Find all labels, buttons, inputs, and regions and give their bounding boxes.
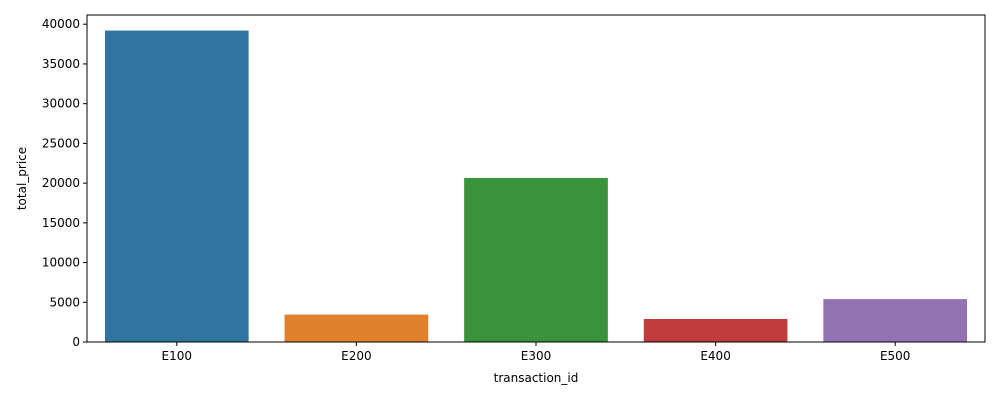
- y-tick-label: 20000: [42, 176, 80, 190]
- x-tick-label: E500: [880, 349, 911, 363]
- bar-e500: [823, 299, 968, 342]
- bar-e400: [643, 318, 788, 342]
- y-tick-label: 0: [72, 335, 80, 349]
- plot-frame: [86, 14, 986, 343]
- y-tick-label: 5000: [49, 295, 80, 309]
- x-tick-label: E100: [162, 349, 193, 363]
- y-tick-label: 40000: [42, 17, 80, 31]
- y-axis-ticks: 0 5000 10000 15000 20000 25000 30000 35000 40000: [42, 17, 87, 349]
- bar-e300: [464, 177, 608, 342]
- y-tick-label: 15000: [42, 216, 80, 230]
- y-tick-label: 10000: [42, 256, 80, 270]
- y-tick-label: 35000: [42, 57, 80, 71]
- x-axis-ticks: E100 E200 E300 E400 E500: [162, 342, 911, 363]
- bar-e100: [104, 30, 249, 342]
- x-tick-label: E300: [521, 349, 552, 363]
- x-axis-label: transaction_id: [494, 371, 579, 385]
- y-axis-label: total_price: [15, 147, 29, 210]
- y-tick-label: 30000: [42, 97, 80, 111]
- x-tick-label: E400: [700, 349, 731, 363]
- y-tick-label: 25000: [42, 136, 80, 150]
- bar-e200: [284, 314, 429, 342]
- bars: [104, 30, 968, 342]
- x-tick-label: E200: [341, 349, 372, 363]
